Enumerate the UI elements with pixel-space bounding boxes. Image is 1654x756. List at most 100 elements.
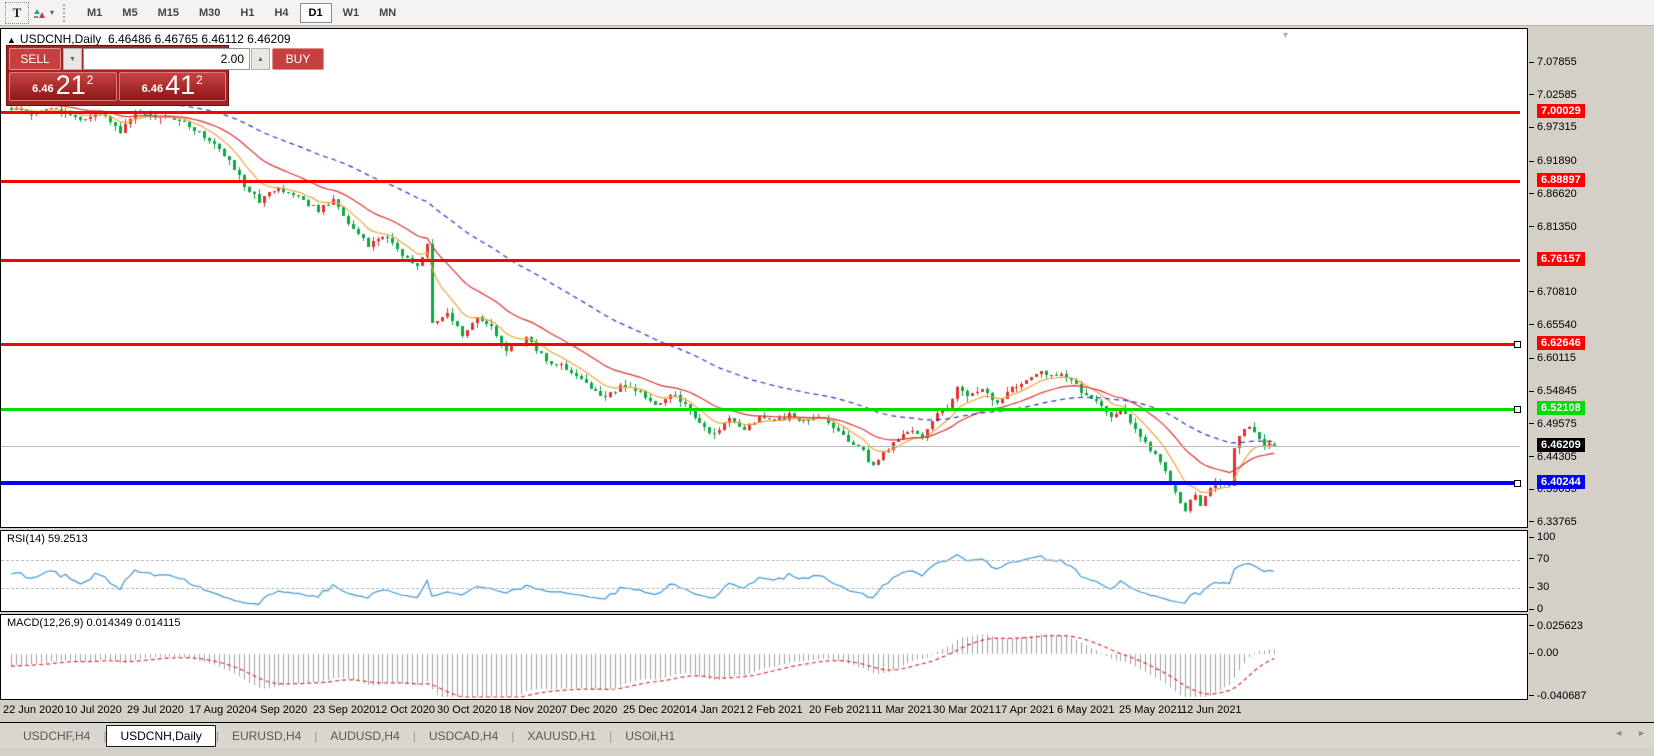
- date-label: 25 May 2021: [1119, 704, 1183, 716]
- axis-tick-label: 6.49575: [1529, 417, 1577, 431]
- date-label: 11 Mar 2021: [871, 704, 932, 716]
- line-anchor-marker[interactable]: [1514, 406, 1521, 414]
- rsi-canvas[interactable]: [1, 531, 1527, 611]
- sell-price-display[interactable]: 6.46 21 2: [9, 72, 117, 101]
- date-label: 17 Aug 2020: [189, 704, 251, 716]
- chart-ohlc-values: 6.46486 6.46765 6.46112 6.46209: [107, 32, 291, 46]
- axis-tick-label: -0.040687: [1529, 689, 1587, 703]
- timeframe-button-m5[interactable]: M5: [122, 6, 138, 19]
- collapse-arrow-icon: ▲: [7, 35, 16, 45]
- current-price-label: 6.46209: [1537, 437, 1585, 452]
- timeframe-button-mn[interactable]: MN: [379, 6, 397, 19]
- candlestick-canvas[interactable]: [1, 29, 1527, 527]
- buy-price-prefix: 6.46: [141, 83, 164, 95]
- tab-separator: |: [314, 728, 318, 743]
- axis-tick-label: 6.86620: [1529, 187, 1577, 201]
- sell-button[interactable]: SELL: [9, 48, 61, 70]
- chart-title: ▲ USDCNH,Daily 6.46486 6.46765 6.46112 6.…: [7, 32, 291, 46]
- tab-usdchf-h4[interactable]: USDCHF,H4: [23, 728, 91, 743]
- rsi-indicator-panel[interactable]: RSI(14) 59.2513: [0, 530, 1528, 612]
- axis-tick-label: 7.07855: [1529, 55, 1577, 69]
- axis-tick-label: 70: [1529, 552, 1549, 566]
- date-label: 22 Jun 2020: [3, 704, 64, 716]
- buy-price-main: 41: [165, 70, 196, 100]
- rsi-level-line: [1, 559, 1520, 561]
- horizontal-level-line[interactable]: [1, 258, 1520, 262]
- toolbar-grip[interactable]: [63, 3, 71, 22]
- current-price-line: [1, 445, 1520, 447]
- level-price-label: 6.62646: [1537, 335, 1585, 350]
- volume-decrease-button[interactable]: ▼: [63, 48, 82, 70]
- horizontal-level-line[interactable]: [1, 408, 1520, 412]
- rsi-label: RSI(14) 59.2513: [7, 533, 88, 545]
- axis-tick-label: 6.91890: [1529, 154, 1577, 168]
- price-axis: 7.07855 7.02585 6.97315 6.91890 6.86620 6.813…: [1529, 28, 1654, 528]
- timeframe-button-h4[interactable]: H4: [274, 6, 289, 19]
- date-label: 25 Dec 2020: [623, 704, 686, 716]
- date-label: 29 Jul 2020: [127, 704, 184, 716]
- timeframe-button-h1[interactable]: H1: [240, 6, 255, 19]
- sell-price-prefix: 6.46: [32, 83, 54, 95]
- line-anchor-marker[interactable]: [1514, 479, 1521, 487]
- axis-tick-label: 6.65540: [1529, 318, 1577, 332]
- horizontal-level-line[interactable]: [1, 342, 1520, 346]
- timeframe-button-m30[interactable]: M30: [198, 6, 221, 19]
- date-label: 6 May 2021: [1057, 704, 1115, 716]
- one-click-trade-widget: SELL ▼ ▲ BUY 6.46 21 2 6.46 41 2: [6, 45, 324, 106]
- date-label: 2 Feb 2021: [747, 704, 803, 716]
- date-axis: 22 Jun 2020 10 Jul 2020 29 Jul 2020 17 Aug …: [0, 700, 1528, 722]
- top-toolbar: T ▾ M1 M5 M15 M30 H1 H4 D1 W1 MN: [0, 0, 1654, 26]
- arrows-tool-button[interactable]: ▾: [31, 3, 54, 23]
- tab-usdcad-h4[interactable]: USDCAD,H4: [428, 728, 499, 743]
- horizontal-level-line[interactable]: [1, 110, 1520, 114]
- date-label: 18 Nov 2020: [499, 704, 562, 716]
- buy-button[interactable]: BUY: [272, 48, 324, 70]
- chart-shift-marker-icon[interactable]: ▼: [1281, 30, 1290, 40]
- date-label: 7 Dec 2020: [561, 704, 618, 716]
- date-label: 10 Jul 2020: [65, 704, 122, 716]
- buy-price-pip: 2: [196, 73, 203, 87]
- date-label: 4 Sep 2020: [251, 704, 308, 716]
- axis-tick-label: 0: [1529, 602, 1543, 616]
- horizontal-level-line[interactable]: [1, 480, 1520, 485]
- timeframe-button-m15[interactable]: M15: [157, 6, 179, 19]
- macd-canvas[interactable]: [1, 615, 1527, 699]
- level-price-label: 7.00029: [1537, 103, 1585, 118]
- macd-indicator-panel[interactable]: MACD(12,26,9) 0.014349 0.014115: [0, 614, 1528, 700]
- tab-scroll-left-icon[interactable]: ◄: [1614, 728, 1624, 738]
- text-tool-button[interactable]: T: [5, 1, 29, 24]
- axis-tick-label: 0.025623: [1529, 619, 1583, 633]
- axis-tick-label: 6.54845: [1529, 384, 1577, 398]
- axis-tick-label: 6.60115: [1529, 351, 1576, 365]
- arrows-tool-icon: [34, 8, 45, 18]
- volume-increase-button[interactable]: ▲: [251, 48, 270, 70]
- tab-usoil-h1[interactable]: USOil,H1: [625, 728, 676, 743]
- date-label: 20 Feb 2021: [809, 704, 871, 716]
- tab-separator: |: [412, 728, 416, 743]
- timeframe-button-w1[interactable]: W1: [342, 6, 360, 19]
- buy-price-display[interactable]: 6.46 41 2: [118, 70, 226, 101]
- date-label: 12 Oct 2020: [375, 704, 435, 716]
- tab-usdcnh-daily[interactable]: USDCNH,Daily: [106, 724, 216, 747]
- tab-separator: |: [215, 728, 219, 743]
- tab-separator: |: [609, 728, 613, 743]
- line-anchor-marker[interactable]: [1514, 340, 1521, 348]
- horizontal-level-line[interactable]: [1, 179, 1520, 183]
- volume-input[interactable]: [83, 48, 250, 70]
- sell-price-main: 21: [55, 70, 86, 100]
- date-label: 23 Sep 2020: [313, 704, 376, 716]
- timeframe-button-d1[interactable]: D1: [299, 2, 332, 23]
- price-chart-panel[interactable]: ▲ USDCNH,Daily 6.46486 6.46765 6.46112 6.…: [0, 28, 1528, 528]
- tab-separator: |: [103, 728, 107, 743]
- tab-eurusd-h4[interactable]: EURUSD,H4: [231, 728, 302, 743]
- tab-audusd-h4[interactable]: AUDUSD,H4: [330, 728, 400, 743]
- tab-scroll-right-icon[interactable]: ►: [1637, 728, 1646, 738]
- date-label: 12 Jun 2021: [1181, 704, 1242, 716]
- level-price-label: 6.40244: [1537, 474, 1585, 489]
- chart-tab-list: USDCHF,H4 | USDCNH,Daily | EURUSD,H4 | AUDUSD,…: [10, 724, 688, 747]
- axis-tick-label: 6.44305: [1529, 450, 1577, 464]
- axis-tick-label: 30: [1529, 580, 1549, 594]
- timeframe-button-m1[interactable]: M1: [87, 6, 103, 19]
- tab-xauusd-h1[interactable]: XAUUSD,H1: [527, 728, 597, 743]
- status-strip: [0, 748, 1654, 756]
